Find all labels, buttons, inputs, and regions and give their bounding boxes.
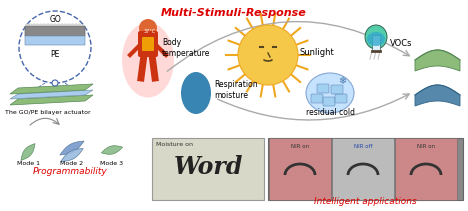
- Text: Multi-Stimuli-Response: Multi-Stimuli-Response: [161, 8, 307, 18]
- Polygon shape: [415, 85, 460, 106]
- Text: PE: PE: [51, 50, 60, 59]
- Polygon shape: [10, 84, 93, 94]
- FancyBboxPatch shape: [311, 94, 323, 103]
- Text: Sunlight: Sunlight: [300, 47, 335, 57]
- Text: NIR off: NIR off: [354, 144, 373, 149]
- FancyBboxPatch shape: [372, 35, 380, 51]
- FancyBboxPatch shape: [268, 138, 463, 200]
- Text: Intelligent applications: Intelligent applications: [314, 197, 417, 206]
- Ellipse shape: [367, 32, 385, 46]
- Circle shape: [52, 80, 58, 86]
- Polygon shape: [60, 141, 84, 155]
- Ellipse shape: [122, 23, 174, 97]
- Text: Word: Word: [173, 155, 243, 179]
- Polygon shape: [10, 90, 93, 99]
- FancyBboxPatch shape: [323, 97, 335, 106]
- Text: Mode 3: Mode 3: [101, 161, 124, 166]
- FancyBboxPatch shape: [25, 26, 85, 36]
- Ellipse shape: [181, 72, 211, 114]
- Circle shape: [139, 19, 157, 37]
- Polygon shape: [61, 149, 83, 161]
- Text: Mode 1: Mode 1: [16, 161, 39, 166]
- FancyBboxPatch shape: [152, 138, 264, 200]
- Text: Body
temperature: Body temperature: [162, 38, 211, 58]
- FancyBboxPatch shape: [142, 37, 154, 51]
- Text: VOCs: VOCs: [390, 38, 412, 47]
- Polygon shape: [21, 143, 35, 160]
- FancyBboxPatch shape: [395, 138, 457, 200]
- Text: Respiration
moisture: Respiration moisture: [214, 80, 257, 100]
- FancyBboxPatch shape: [138, 31, 158, 57]
- Text: residual cold: residual cold: [306, 108, 354, 117]
- Text: 37°C: 37°C: [144, 29, 156, 34]
- Ellipse shape: [365, 25, 387, 49]
- Polygon shape: [415, 50, 460, 71]
- Text: ❄: ❄: [338, 76, 346, 86]
- FancyBboxPatch shape: [335, 94, 347, 103]
- Text: NIR on: NIR on: [291, 144, 309, 149]
- Polygon shape: [102, 146, 123, 154]
- FancyBboxPatch shape: [331, 85, 343, 94]
- Circle shape: [19, 11, 91, 83]
- Text: The GO/PE bilayer actuator: The GO/PE bilayer actuator: [5, 110, 91, 115]
- Ellipse shape: [306, 73, 354, 113]
- FancyBboxPatch shape: [332, 138, 394, 200]
- Text: Mode 2: Mode 2: [60, 161, 84, 166]
- FancyBboxPatch shape: [269, 138, 331, 200]
- FancyBboxPatch shape: [317, 84, 329, 93]
- Text: Programmability: Programmability: [33, 167, 107, 176]
- Text: NIR on: NIR on: [417, 144, 435, 149]
- FancyBboxPatch shape: [25, 36, 85, 45]
- Text: Moisture on: Moisture on: [156, 142, 193, 147]
- Text: GO: GO: [49, 15, 61, 24]
- Circle shape: [238, 25, 298, 85]
- Polygon shape: [10, 95, 93, 105]
